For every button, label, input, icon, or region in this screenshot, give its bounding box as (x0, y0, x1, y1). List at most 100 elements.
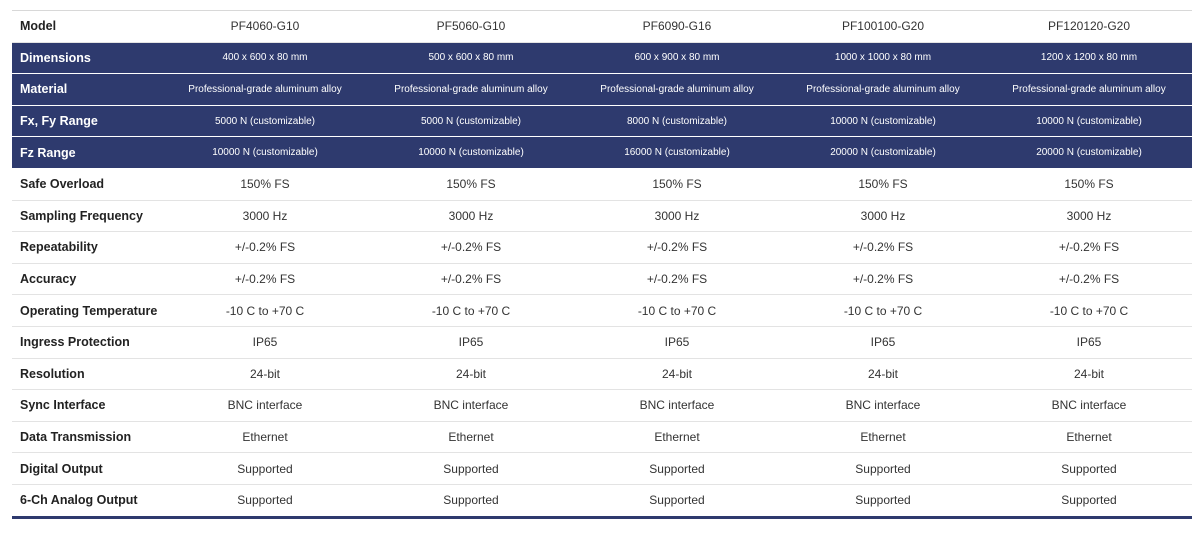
spec-table-container: Model PF4060-G10 PF5060-G10 PF6090-G16 PF100… (12, 10, 1192, 519)
row-label: Safe Overload (12, 168, 162, 201)
table-row: Material Professional-grade aluminum allo… (12, 73, 1192, 106)
cell: Ethernet (368, 421, 574, 454)
cell: PF120120-G20 (986, 10, 1192, 43)
table-row: Sync Interface BNC interface BNC interface… (12, 389, 1192, 422)
cell: 16000 N (customizable) (574, 136, 780, 169)
cell: 8000 N (customizable) (574, 105, 780, 138)
cell: Supported (780, 452, 986, 485)
table-row: Resolution 24-bit 24-bit 24-bit 24-bit 24-bit (12, 358, 1192, 391)
cell: IP65 (986, 326, 1192, 359)
cell: -10 C to +70 C (162, 294, 368, 327)
cell: 10000 N (customizable) (986, 105, 1192, 138)
cell: IP65 (574, 326, 780, 359)
cell: +/-0.2% FS (986, 231, 1192, 264)
cell: -10 C to +70 C (780, 294, 986, 327)
cell: -10 C to +70 C (986, 294, 1192, 327)
spec-table: Model PF4060-G10 PF5060-G10 PF6090-G16 PF100… (12, 10, 1192, 519)
cell: 10000 N (customizable) (162, 136, 368, 169)
cell: 500 x 600 x 80 mm (368, 42, 574, 75)
cell: Supported (162, 452, 368, 485)
table-row: Digital Output Supported Supported Supporte… (12, 452, 1192, 485)
cell: +/-0.2% FS (574, 263, 780, 296)
cell: 10000 N (customizable) (780, 105, 986, 138)
cell: 150% FS (368, 168, 574, 201)
cell: 3000 Hz (368, 200, 574, 233)
cell: IP65 (780, 326, 986, 359)
cell: Supported (574, 484, 780, 518)
cell: Professional-grade aluminum alloy (368, 73, 574, 106)
cell: +/-0.2% FS (780, 231, 986, 264)
cell: 1200 x 1200 x 80 mm (986, 42, 1192, 75)
cell: 3000 Hz (986, 200, 1192, 233)
cell: 20000 N (customizable) (780, 136, 986, 169)
cell: +/-0.2% FS (780, 263, 986, 296)
table-row: Safe Overload 150% FS 150% FS 150% FS 150% F… (12, 168, 1192, 201)
table-row: Data Transmission Ethernet Ethernet Etherne… (12, 421, 1192, 454)
cell: PF4060-G10 (162, 10, 368, 43)
cell: 150% FS (780, 168, 986, 201)
row-label: Repeatability (12, 231, 162, 264)
row-label: 6-Ch Analog Output (12, 484, 162, 518)
cell: BNC interface (986, 389, 1192, 422)
cell: +/-0.2% FS (162, 263, 368, 296)
row-label: Dimensions (12, 42, 162, 75)
cell: Professional-grade aluminum alloy (780, 73, 986, 106)
cell: +/-0.2% FS (574, 231, 780, 264)
row-label: Model (12, 10, 162, 43)
row-label: Fz Range (12, 136, 162, 169)
cell: 24-bit (368, 358, 574, 391)
cell: 400 x 600 x 80 mm (162, 42, 368, 75)
table-row: Dimensions 400 x 600 x 80 mm 500 x 600 x 8… (12, 42, 1192, 75)
cell: Supported (780, 484, 986, 518)
cell: Professional-grade aluminum alloy (986, 73, 1192, 106)
cell: Supported (986, 452, 1192, 485)
cell: BNC interface (780, 389, 986, 422)
row-label: Sync Interface (12, 389, 162, 422)
cell: Supported (574, 452, 780, 485)
row-label: Material (12, 73, 162, 106)
cell: -10 C to +70 C (574, 294, 780, 327)
row-label: Ingress Protection (12, 326, 162, 359)
table-row: Operating Temperature -10 C to +70 C -10 C… (12, 294, 1192, 327)
cell: Supported (368, 452, 574, 485)
cell: Ethernet (574, 421, 780, 454)
cell: PF5060-G10 (368, 10, 574, 43)
cell: +/-0.2% FS (986, 263, 1192, 296)
row-label: Resolution (12, 358, 162, 391)
cell: 150% FS (574, 168, 780, 201)
cell: +/-0.2% FS (162, 231, 368, 264)
cell: BNC interface (574, 389, 780, 422)
cell: 24-bit (162, 358, 368, 391)
cell: Supported (368, 484, 574, 518)
cell: 600 x 900 x 80 mm (574, 42, 780, 75)
row-label: Operating Temperature (12, 294, 162, 327)
table-row: Model PF4060-G10 PF5060-G10 PF6090-G16 PF100… (12, 10, 1192, 43)
table-row: Sampling Frequency 3000 Hz 3000 Hz 3000 Hz 3… (12, 200, 1192, 233)
table-row: Fz Range 10000 N (customizable) 10000 N (c… (12, 136, 1192, 169)
cell: IP65 (368, 326, 574, 359)
row-label: Digital Output (12, 452, 162, 485)
cell: 150% FS (162, 168, 368, 201)
cell: Ethernet (162, 421, 368, 454)
row-label: Sampling Frequency (12, 200, 162, 233)
table-row: Accuracy +/-0.2% FS +/-0.2% FS +/-0.2% FS +/… (12, 263, 1192, 296)
cell: PF6090-G16 (574, 10, 780, 43)
cell: 20000 N (customizable) (986, 136, 1192, 169)
cell: -10 C to +70 C (368, 294, 574, 327)
cell: 24-bit (780, 358, 986, 391)
cell: 3000 Hz (780, 200, 986, 233)
cell: Professional-grade aluminum alloy (162, 73, 368, 106)
cell: Professional-grade aluminum alloy (574, 73, 780, 106)
cell: BNC interface (368, 389, 574, 422)
cell: BNC interface (162, 389, 368, 422)
cell: Ethernet (780, 421, 986, 454)
cell: 3000 Hz (574, 200, 780, 233)
cell: 150% FS (986, 168, 1192, 201)
cell: 5000 N (customizable) (368, 105, 574, 138)
cell: PF100100-G20 (780, 10, 986, 43)
cell: 24-bit (986, 358, 1192, 391)
table-row: Repeatability +/-0.2% FS +/-0.2% FS +/-0.2%… (12, 231, 1192, 264)
cell: +/-0.2% FS (368, 263, 574, 296)
cell: 3000 Hz (162, 200, 368, 233)
